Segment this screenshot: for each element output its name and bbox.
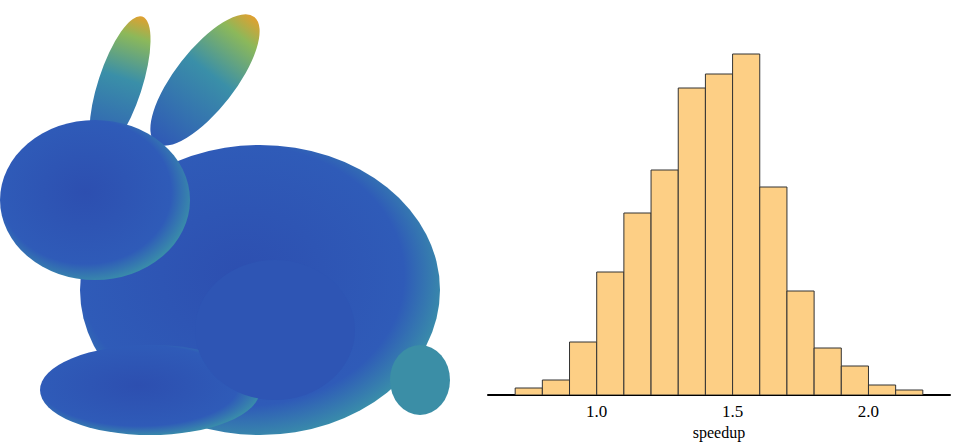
svg-text:1.5: 1.5: [722, 402, 743, 421]
svg-text:speedup: speedup: [693, 424, 745, 442]
svg-text:1.0: 1.0: [586, 402, 607, 421]
svg-text:2.0: 2.0: [858, 402, 879, 421]
